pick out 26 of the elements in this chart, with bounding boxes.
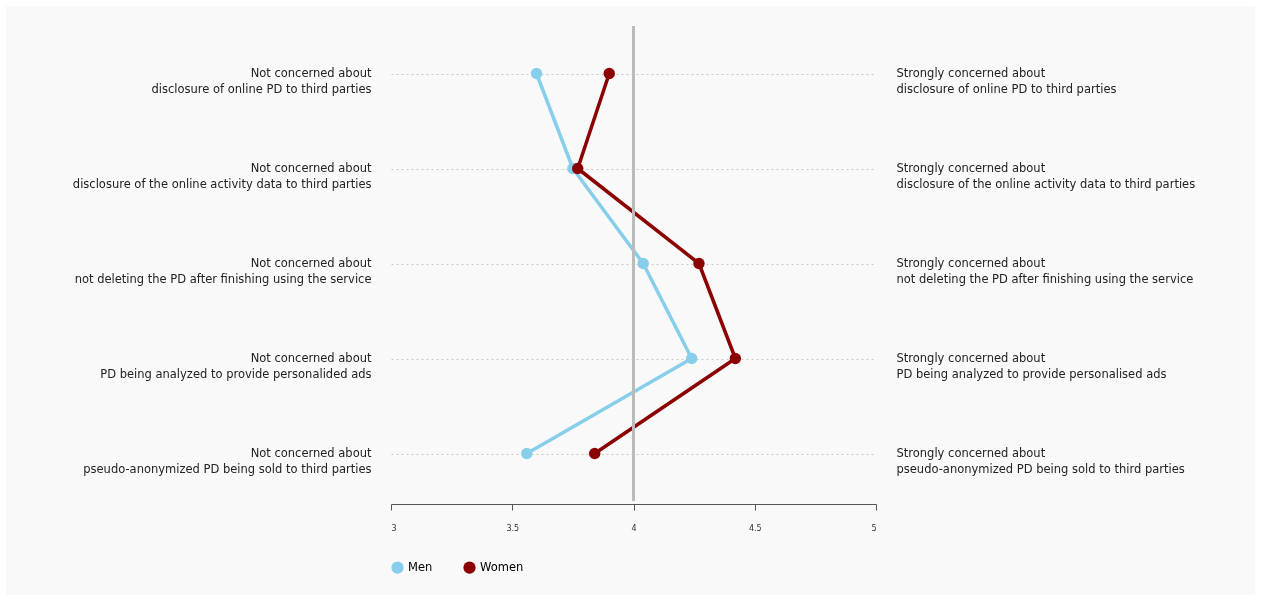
legend-label: Men [408,559,433,574]
y2-tick-label: Strongly concerned about not deleting the PD after finishing using the service [896,256,1194,286]
y-tick-label: Not concerned about disclosure of the online activity data to third parties [72,161,372,191]
x-tick-label: 3 [391,523,397,533]
y2-tick-label: Strongly concerned about pseudo-anonymized PD being sold to third parties [896,446,1185,476]
x-tick-label: 3.5 [506,523,520,533]
point [572,162,584,175]
x-tick-label: 4.5 [748,523,762,533]
y2-tick-label: Strongly concerned about disclosure of the online activity data to third parties [896,161,1196,191]
point [637,257,649,270]
point [693,257,705,270]
point [589,447,601,460]
point [603,67,615,80]
point [686,352,698,365]
y-tick-label: Not concerned about not deleting the PD after finishing using the service [74,256,372,286]
point [521,447,533,460]
y-tick-label: Not concerned about disclosure of online PD to third parties [151,66,372,96]
x-tick-label: 4 [631,523,637,533]
y-tick-label: Not concerned about pseudo-anonymized PD being sold to third parties [83,446,372,476]
x-tick-label: 5 [871,523,877,533]
y2-tick-label: Strongly concerned about disclosure of online PD to third parties [896,66,1117,96]
y-tick-label: Not concerned about PD being analyzed to provide personalided ads [100,351,372,381]
point [530,67,543,80]
y2-tick-label: Strongly concerned about PD being analyzed to provide personalised ads [896,351,1167,381]
point [729,352,742,365]
legend-label: Women [480,559,524,574]
